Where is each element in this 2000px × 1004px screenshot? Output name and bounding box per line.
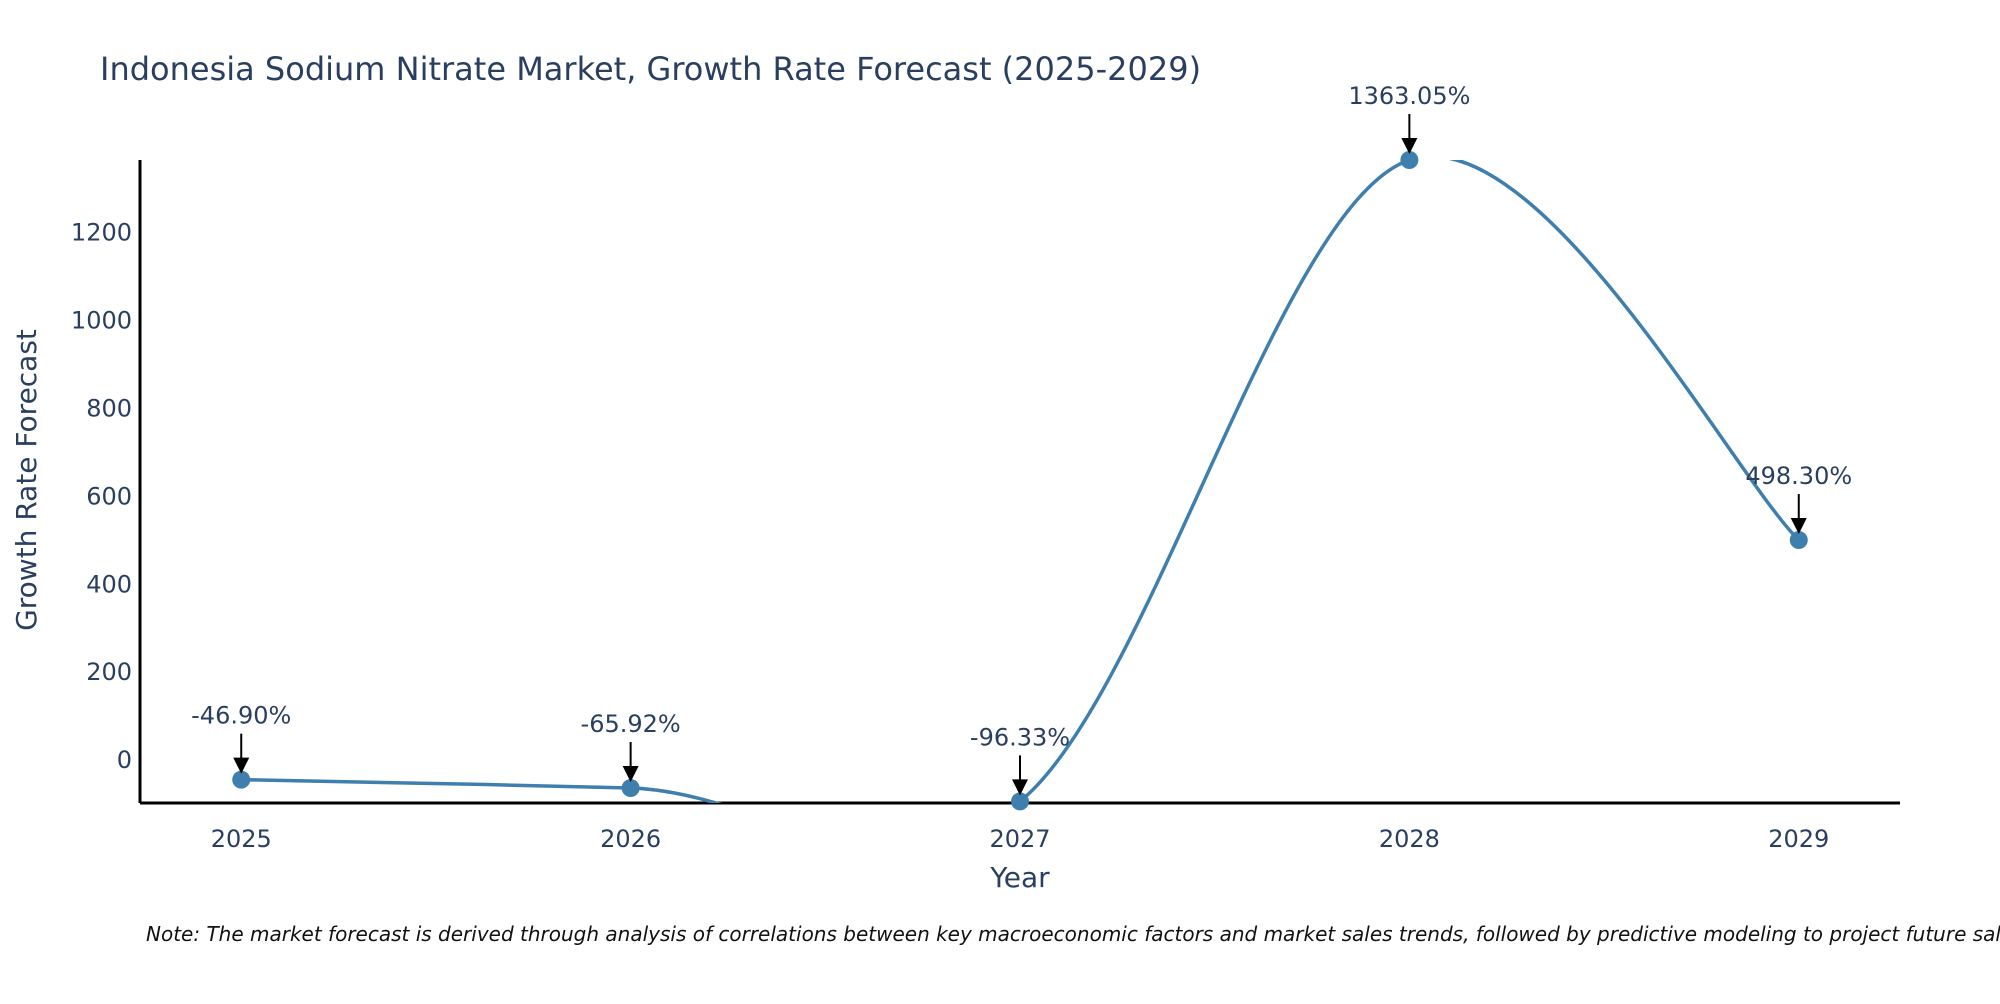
chart-title: Indonesia Sodium Nitrate Market, Growth … <box>100 50 1201 88</box>
annotation-layer: -46.90% -65.92% -96.33% 1363.05% 498.30% <box>191 82 1852 796</box>
data-point <box>621 779 640 798</box>
x-tick-label: 2027 <box>989 825 1050 853</box>
x-tick-label: 2026 <box>600 825 661 853</box>
y-axis-title: Growth Rate Forecast <box>10 329 43 631</box>
x-tick-label: 2028 <box>1379 825 1440 853</box>
series-line <box>241 160 1800 803</box>
data-point <box>1400 151 1419 169</box>
y-tick-label: 800 <box>86 394 132 422</box>
annotation-arrowhead <box>1012 779 1028 796</box>
x-tick-label: 2029 <box>1768 825 1829 853</box>
annotation-arrowhead <box>233 757 250 774</box>
y-tick-label: 600 <box>86 482 132 510</box>
data-point <box>232 770 251 789</box>
marker-layer <box>232 151 1808 811</box>
data-label: 498.30% <box>1745 462 1852 490</box>
chart-note: Note: The market forecast is derived thr… <box>146 922 2000 946</box>
annotation-arrowhead <box>1790 518 1807 535</box>
data-label: 1363.05% <box>1348 82 1470 110</box>
data-label: -96.33% <box>970 723 1070 751</box>
y-tick-label: 200 <box>86 658 132 686</box>
y-tick-label: 1000 <box>71 307 132 335</box>
data-label: -46.90% <box>191 702 291 730</box>
y-tick-label: 1200 <box>71 219 132 247</box>
x-tick-label: 2025 <box>211 825 272 853</box>
y-tick-label: 400 <box>86 570 132 598</box>
data-point <box>1789 531 1808 550</box>
x-axis-title: Year <box>989 861 1050 894</box>
annotation-arrowhead <box>1401 138 1418 154</box>
data-label: -65.92% <box>581 710 681 738</box>
annotation-arrowhead <box>622 766 639 783</box>
data-point <box>1011 792 1029 811</box>
y-tick-label: 0 <box>117 746 132 774</box>
series-layer <box>241 160 1800 803</box>
axes-layer: 0 200 400 600 800 1000 1200 2025 2026 2027 2028 202… <box>71 160 1900 853</box>
